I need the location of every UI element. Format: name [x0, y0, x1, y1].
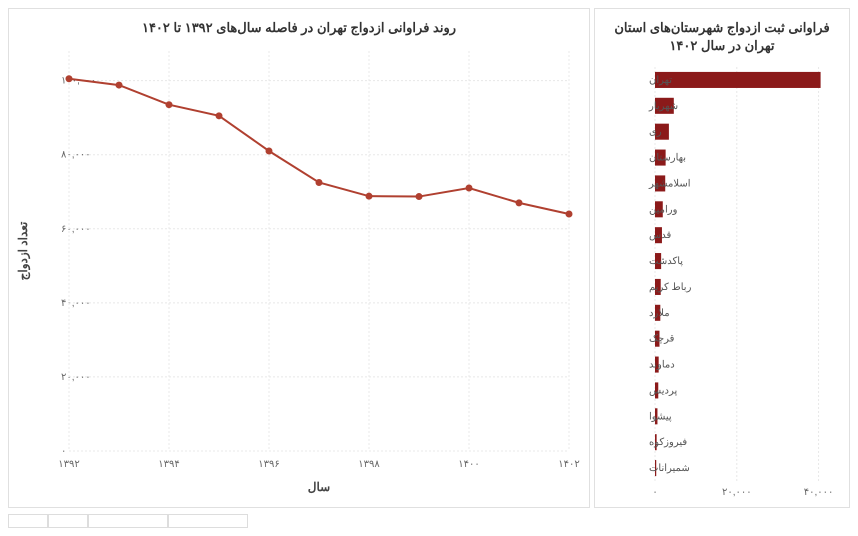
ytick: ۲۰,۰۰۰ [61, 372, 91, 383]
bar-category-label: ملارد [649, 308, 670, 319]
bar-chart-panel: فراوانی ثبت ازدواج شهرستان‌های استان تهر… [594, 8, 850, 508]
ytick: ۸۰,۰۰۰ [61, 150, 91, 161]
bar-category-label: شهریار [648, 101, 678, 112]
data-point[interactable] [266, 148, 273, 155]
bar-category-label: اسلامشهر [648, 179, 691, 190]
y-axis-label: تعداد ازدواج [16, 221, 31, 280]
bar-xtick: ۲۰,۰۰۰ [722, 487, 752, 498]
footer-tab-1[interactable] [8, 514, 48, 528]
ytick: ۴۰,۰۰۰ [61, 298, 91, 309]
data-point[interactable] [466, 185, 473, 192]
bar-category-label: پیشوا [649, 412, 672, 423]
footer-tab-3[interactable] [88, 514, 168, 528]
data-point[interactable] [166, 101, 173, 108]
bar-chart-svg: ۰ ۲۰,۰۰۰ ۴۰,۰۰۰ تهران شهریار ری بهارستان اسلامش… [597, 59, 849, 509]
data-point[interactable] [66, 75, 73, 82]
bar-category-label: قرچک [649, 334, 675, 345]
bar-xtick: ۴۰,۰۰۰ [804, 487, 834, 498]
ytick: ۶۰,۰۰۰ [61, 224, 91, 235]
data-point[interactable] [366, 193, 373, 200]
line-chart-title: روند فراوانی ازدواج تهران در فاصله سال‌ه… [9, 9, 589, 41]
x-axis-label: سال [308, 480, 330, 494]
data-point[interactable] [416, 193, 423, 200]
data-point[interactable] [516, 200, 523, 207]
charts-container: روند فراوانی ازدواج تهران در فاصله سال‌ه… [8, 8, 850, 508]
xtick: ۱۳۹۲ [58, 459, 79, 470]
footer-tab-2[interactable] [48, 514, 88, 528]
xtick: ۱۴۰۰ [458, 459, 479, 470]
bar-category-label: پردیس [649, 386, 678, 397]
bar-category-label: ورامین [649, 205, 678, 216]
bar-category-label: تهران [649, 75, 672, 86]
bar-category-label: رباط کریم [649, 282, 692, 293]
bar-xtick: ۰ [652, 487, 657, 498]
line-series [69, 79, 569, 214]
data-point[interactable] [216, 113, 223, 120]
xtick: ۱۳۹۴ [158, 459, 179, 470]
bar-category-label: شمیرانات [649, 463, 690, 474]
bar-category-label: فیروزکوه [649, 438, 687, 449]
line-chart-svg: ۰۲۰,۰۰۰۴۰,۰۰۰۶۰,۰۰۰۸۰,۰۰۰۱۰۰,۰۰۰۱۳۹۲۱۳۹۴… [9, 41, 589, 501]
data-point[interactable] [116, 82, 123, 89]
footer-tab-4[interactable] [168, 514, 248, 528]
bar-category-label: ری [649, 127, 662, 138]
line-chart-panel: روند فراوانی ازدواج تهران در فاصله سال‌ه… [8, 8, 590, 508]
xtick: ۱۳۹۶ [258, 459, 279, 470]
bar-category-label: دماوند [649, 360, 675, 371]
bar[interactable] [655, 72, 821, 88]
data-point[interactable] [566, 211, 573, 218]
bar-chart-title: فراوانی ثبت ازدواج شهرستان‌های استان تهر… [595, 9, 849, 59]
bar-category-label: بهارستان [649, 153, 686, 164]
xtick: ۱۳۹۸ [358, 459, 380, 470]
bar-category-label: قدس [649, 231, 671, 242]
bar-category-label: پاکدشت [649, 256, 683, 267]
data-point[interactable] [316, 179, 323, 186]
footer-tabs [8, 514, 850, 528]
xtick: ۱۴۰۲ [558, 459, 579, 470]
ytick: ۰ [61, 446, 66, 457]
